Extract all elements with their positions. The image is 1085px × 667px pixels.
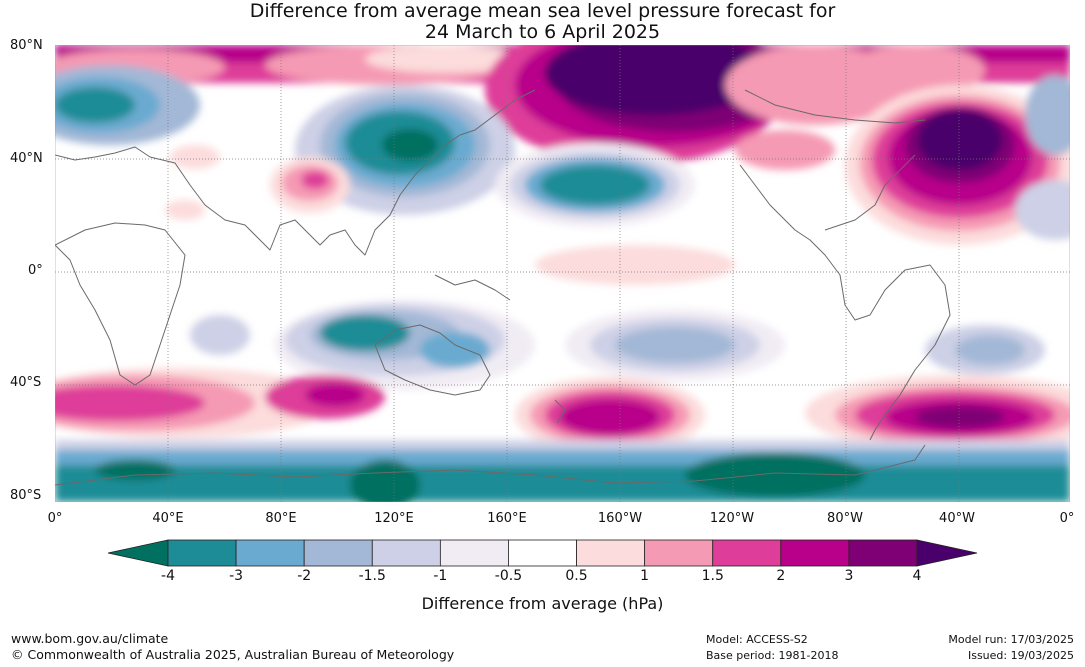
colorbar-swatch — [439, 539, 509, 567]
colorbar-tick-label: -1 — [433, 568, 448, 584]
colorbar-swatch — [712, 539, 782, 567]
lon-label-160e: 160°E — [487, 511, 527, 526]
colorbar-tick-label: -3 — [229, 568, 244, 584]
colorbar-title: Difference from average (hPa) — [421, 594, 664, 613]
lon-label-80w: 80°W — [827, 511, 863, 526]
colorbar-swatch — [848, 539, 918, 567]
footer-base-period: Base period: 1981-2018 — [706, 649, 839, 662]
colorbar-swatch — [780, 539, 850, 567]
footer-copyright: © Commonwealth of Australia 2025, Austra… — [11, 647, 455, 662]
colorbar-swatch — [644, 539, 714, 567]
footer-model: Model: ACCESS-S2 — [706, 633, 808, 646]
lon-label-0: 0° — [47, 511, 63, 526]
lon-label-0-east: 0° — [1059, 511, 1075, 526]
footer-model-run: Model run: 17/03/2025 — [948, 633, 1074, 646]
colorbar — [107, 539, 978, 567]
footer-issued: Issued: 19/03/2025 — [967, 649, 1074, 662]
lat-label-80n: 80°N — [10, 38, 43, 53]
colorbar-tick-label: 4 — [912, 568, 922, 584]
colorbar-swatch — [235, 539, 305, 567]
lat-label-equator: 0° — [28, 263, 43, 278]
lon-label-160w: 160°W — [597, 511, 643, 526]
pressure-anomaly-map — [55, 45, 1070, 502]
map-title-line2: 24 March to 6 April 2025 — [424, 21, 661, 43]
colorbar-tick-label: 0.5 — [565, 568, 588, 584]
lat-label-40n: 40°N — [10, 151, 43, 166]
lat-label-40s: 40°S — [10, 375, 42, 390]
map-title-line1: Difference from average mean sea level p… — [249, 0, 836, 22]
lon-label-40e: 40°E — [152, 511, 184, 526]
colorbar-swatch — [371, 539, 441, 567]
colorbar-swatch — [576, 539, 646, 567]
colorbar-tick-label: 2 — [776, 568, 786, 584]
colorbar-extend-low — [107, 539, 169, 567]
colorbar-swatch — [303, 539, 373, 567]
colorbar-tick-label: -4 — [161, 568, 175, 584]
footer-website: www.bom.gov.au/climate — [11, 631, 169, 646]
colorbar-swatch — [167, 539, 237, 567]
colorbar-extend-high — [916, 539, 978, 567]
colorbar-tick-label: -0.5 — [494, 568, 523, 584]
lon-label-120w: 120°W — [709, 511, 755, 526]
colorbar-swatch — [508, 539, 577, 567]
colorbar-tick-label: -1.5 — [358, 568, 386, 584]
lon-label-120e: 120°E — [374, 511, 414, 526]
lat-label-80s: 80°S — [10, 488, 42, 503]
colorbar-tick-label: -2 — [297, 568, 312, 584]
lon-label-40w: 40°W — [939, 511, 975, 526]
colorbar-tick-label: 1 — [640, 568, 650, 584]
lon-label-80e: 80°E — [265, 511, 297, 526]
colorbar-tick-label: 3 — [844, 568, 854, 584]
colorbar-tick-label: 1.5 — [701, 568, 724, 584]
